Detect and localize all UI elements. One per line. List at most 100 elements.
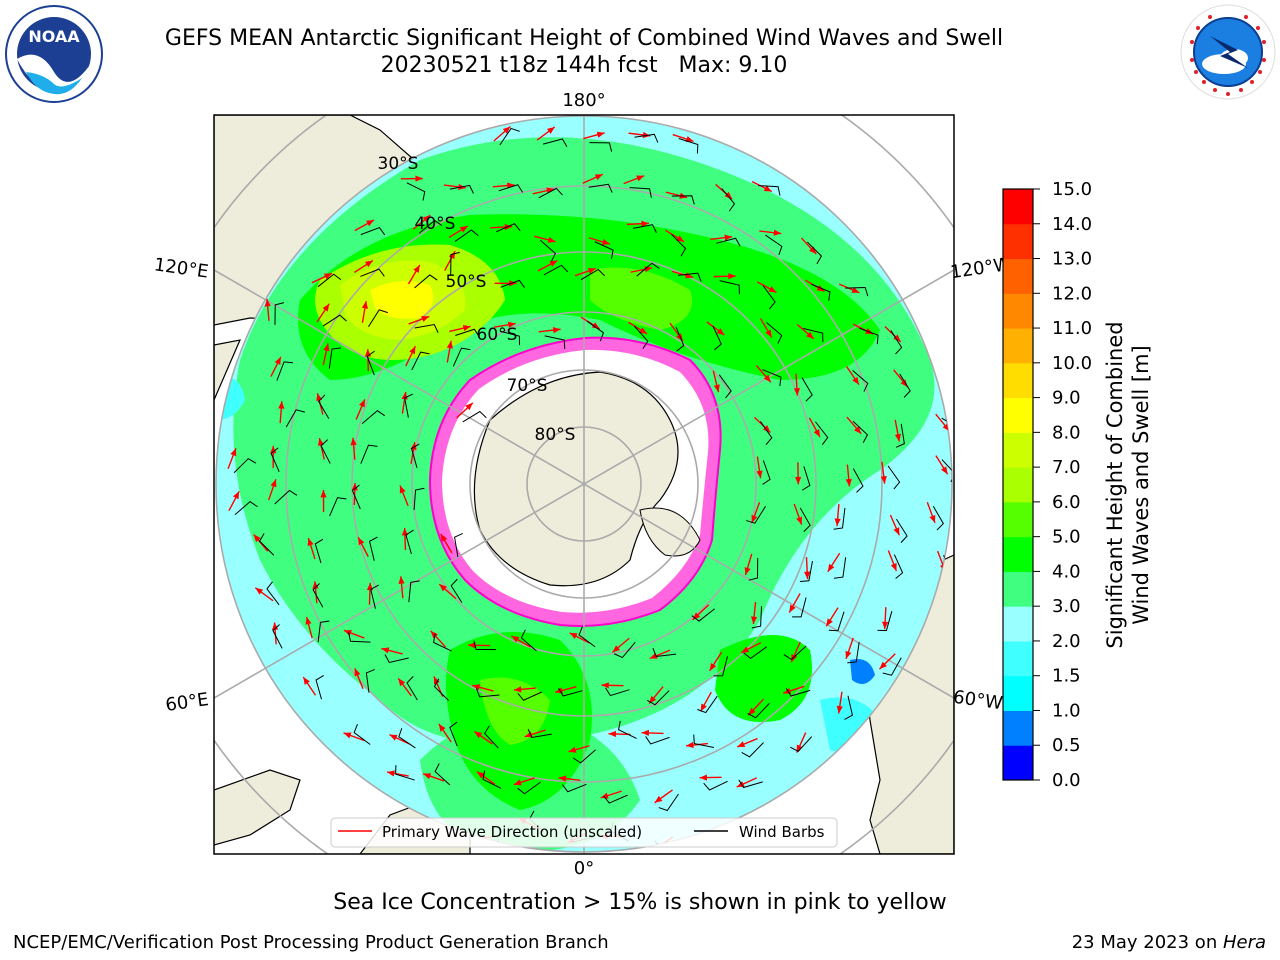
wind-barb: [634, 133, 659, 143]
wind-barb: [405, 529, 414, 555]
wind-barb: [658, 793, 679, 812]
wind-barb: [589, 142, 613, 152]
footer-date-text: 23 May 2023 on: [1071, 932, 1223, 953]
wind-barb: [671, 233, 687, 257]
colorbar-block: [1003, 501, 1033, 538]
wind-barb: [348, 632, 371, 643]
wind-barb: [801, 377, 813, 402]
wave-arrow: [401, 528, 409, 551]
wave-arrow: [449, 325, 471, 333]
wind-barb: [413, 487, 425, 510]
wind-barb: [890, 330, 903, 355]
wind-barb: [792, 597, 807, 618]
lon-label-120e: 120°E: [153, 254, 210, 282]
wind-barb: [498, 184, 524, 193]
wave-arrow: [422, 773, 445, 782]
wave-arrow: [381, 647, 403, 655]
wave-arrow: [438, 723, 452, 743]
wind-barb: [410, 443, 420, 468]
wind-barb: [517, 691, 542, 701]
wave-arrow: [747, 698, 764, 716]
wind-barb: [634, 325, 649, 349]
wave-arrow: [316, 303, 330, 323]
wave-arrow: [880, 461, 887, 484]
wind-barb: [859, 327, 879, 345]
colorbar-block: [1003, 258, 1033, 294]
wind-barb: [751, 606, 763, 629]
wind-barb: [320, 439, 331, 464]
wind-barb: [762, 285, 776, 310]
wave-arrow: [389, 734, 410, 745]
lat-label-40s: 40°S: [415, 214, 456, 234]
wave-arrow: [493, 321, 516, 328]
wind-barb: [693, 734, 715, 749]
wind-barb: [527, 729, 552, 739]
wave-arrow: [357, 536, 369, 558]
wave-arrow: [648, 686, 664, 704]
colorbar-block: [1003, 536, 1033, 572]
wind-barb: [844, 695, 853, 720]
wave-arrow: [513, 686, 536, 693]
wave-arrow: [537, 259, 558, 272]
wind-barb: [578, 626, 596, 648]
wave-arrow: [759, 229, 782, 236]
wind-barb: [449, 721, 458, 747]
wind-barb: [618, 720, 637, 739]
wind-barb: [766, 322, 783, 344]
wind-barb: [852, 468, 864, 493]
graticule: [214, 115, 954, 854]
footer-host: Hera: [1222, 932, 1266, 953]
wind-barb: [877, 611, 893, 631]
wind-barb: [418, 219, 443, 234]
wave-arrow: [354, 259, 374, 274]
wind-barb: [762, 369, 782, 387]
colorbar-tick-label: 1.5: [1052, 666, 1081, 687]
wave-arrow: [400, 175, 423, 182]
wave-arrow: [408, 315, 430, 325]
wind-barb: [450, 251, 460, 275]
wind-barb: [317, 620, 330, 643]
wave-arrow: [405, 345, 416, 367]
wave-arrow: [407, 264, 421, 285]
chart-subtitle: 20230521 t18z 144h fcst Max: 9.10: [380, 53, 788, 78]
wave-arrow: [846, 366, 860, 386]
wave-arrow: [611, 637, 630, 653]
noaa-logo-text: NOAA: [28, 27, 80, 46]
wind-barb: [449, 184, 474, 194]
wind-barb: [758, 185, 781, 196]
wind-barb: [738, 779, 763, 789]
wave-arrow: [654, 789, 673, 804]
wind-barb: [285, 409, 305, 428]
wind-barb: [538, 187, 563, 199]
wave-arrow: [307, 537, 316, 560]
map-frame: [213, 114, 955, 855]
wind-barb: [852, 370, 869, 392]
wind-barb: [691, 608, 716, 622]
wind-barb: [814, 421, 829, 445]
wave-arrow: [386, 770, 409, 777]
colorbar-label-line1: Significant Height of Combined: [1103, 321, 1127, 648]
wave-arrow: [796, 323, 815, 340]
wind-barb: [272, 624, 283, 649]
wave-arrow: [825, 607, 839, 627]
wind-barb: [473, 640, 497, 651]
colorbar-block: [1003, 189, 1033, 225]
wind-barb: [588, 183, 613, 193]
wind-barb: [801, 466, 811, 491]
wave-arrow: [710, 234, 733, 241]
wind-barb: [896, 518, 908, 543]
wind-barb: [351, 484, 361, 510]
wave-arrow: [311, 272, 333, 284]
wave-arrow: [583, 131, 605, 140]
wind-barb: [652, 647, 677, 658]
wind-barb: [712, 325, 722, 351]
wave-arrow: [788, 593, 801, 613]
wind-barb: [632, 224, 657, 233]
colorbar-block: [1003, 675, 1033, 711]
wind-barb: [747, 702, 770, 719]
wave-arrow: [751, 502, 761, 524]
wave-arrow: [270, 356, 282, 377]
wind-barb: [274, 302, 285, 325]
wave-arrow: [790, 641, 801, 663]
